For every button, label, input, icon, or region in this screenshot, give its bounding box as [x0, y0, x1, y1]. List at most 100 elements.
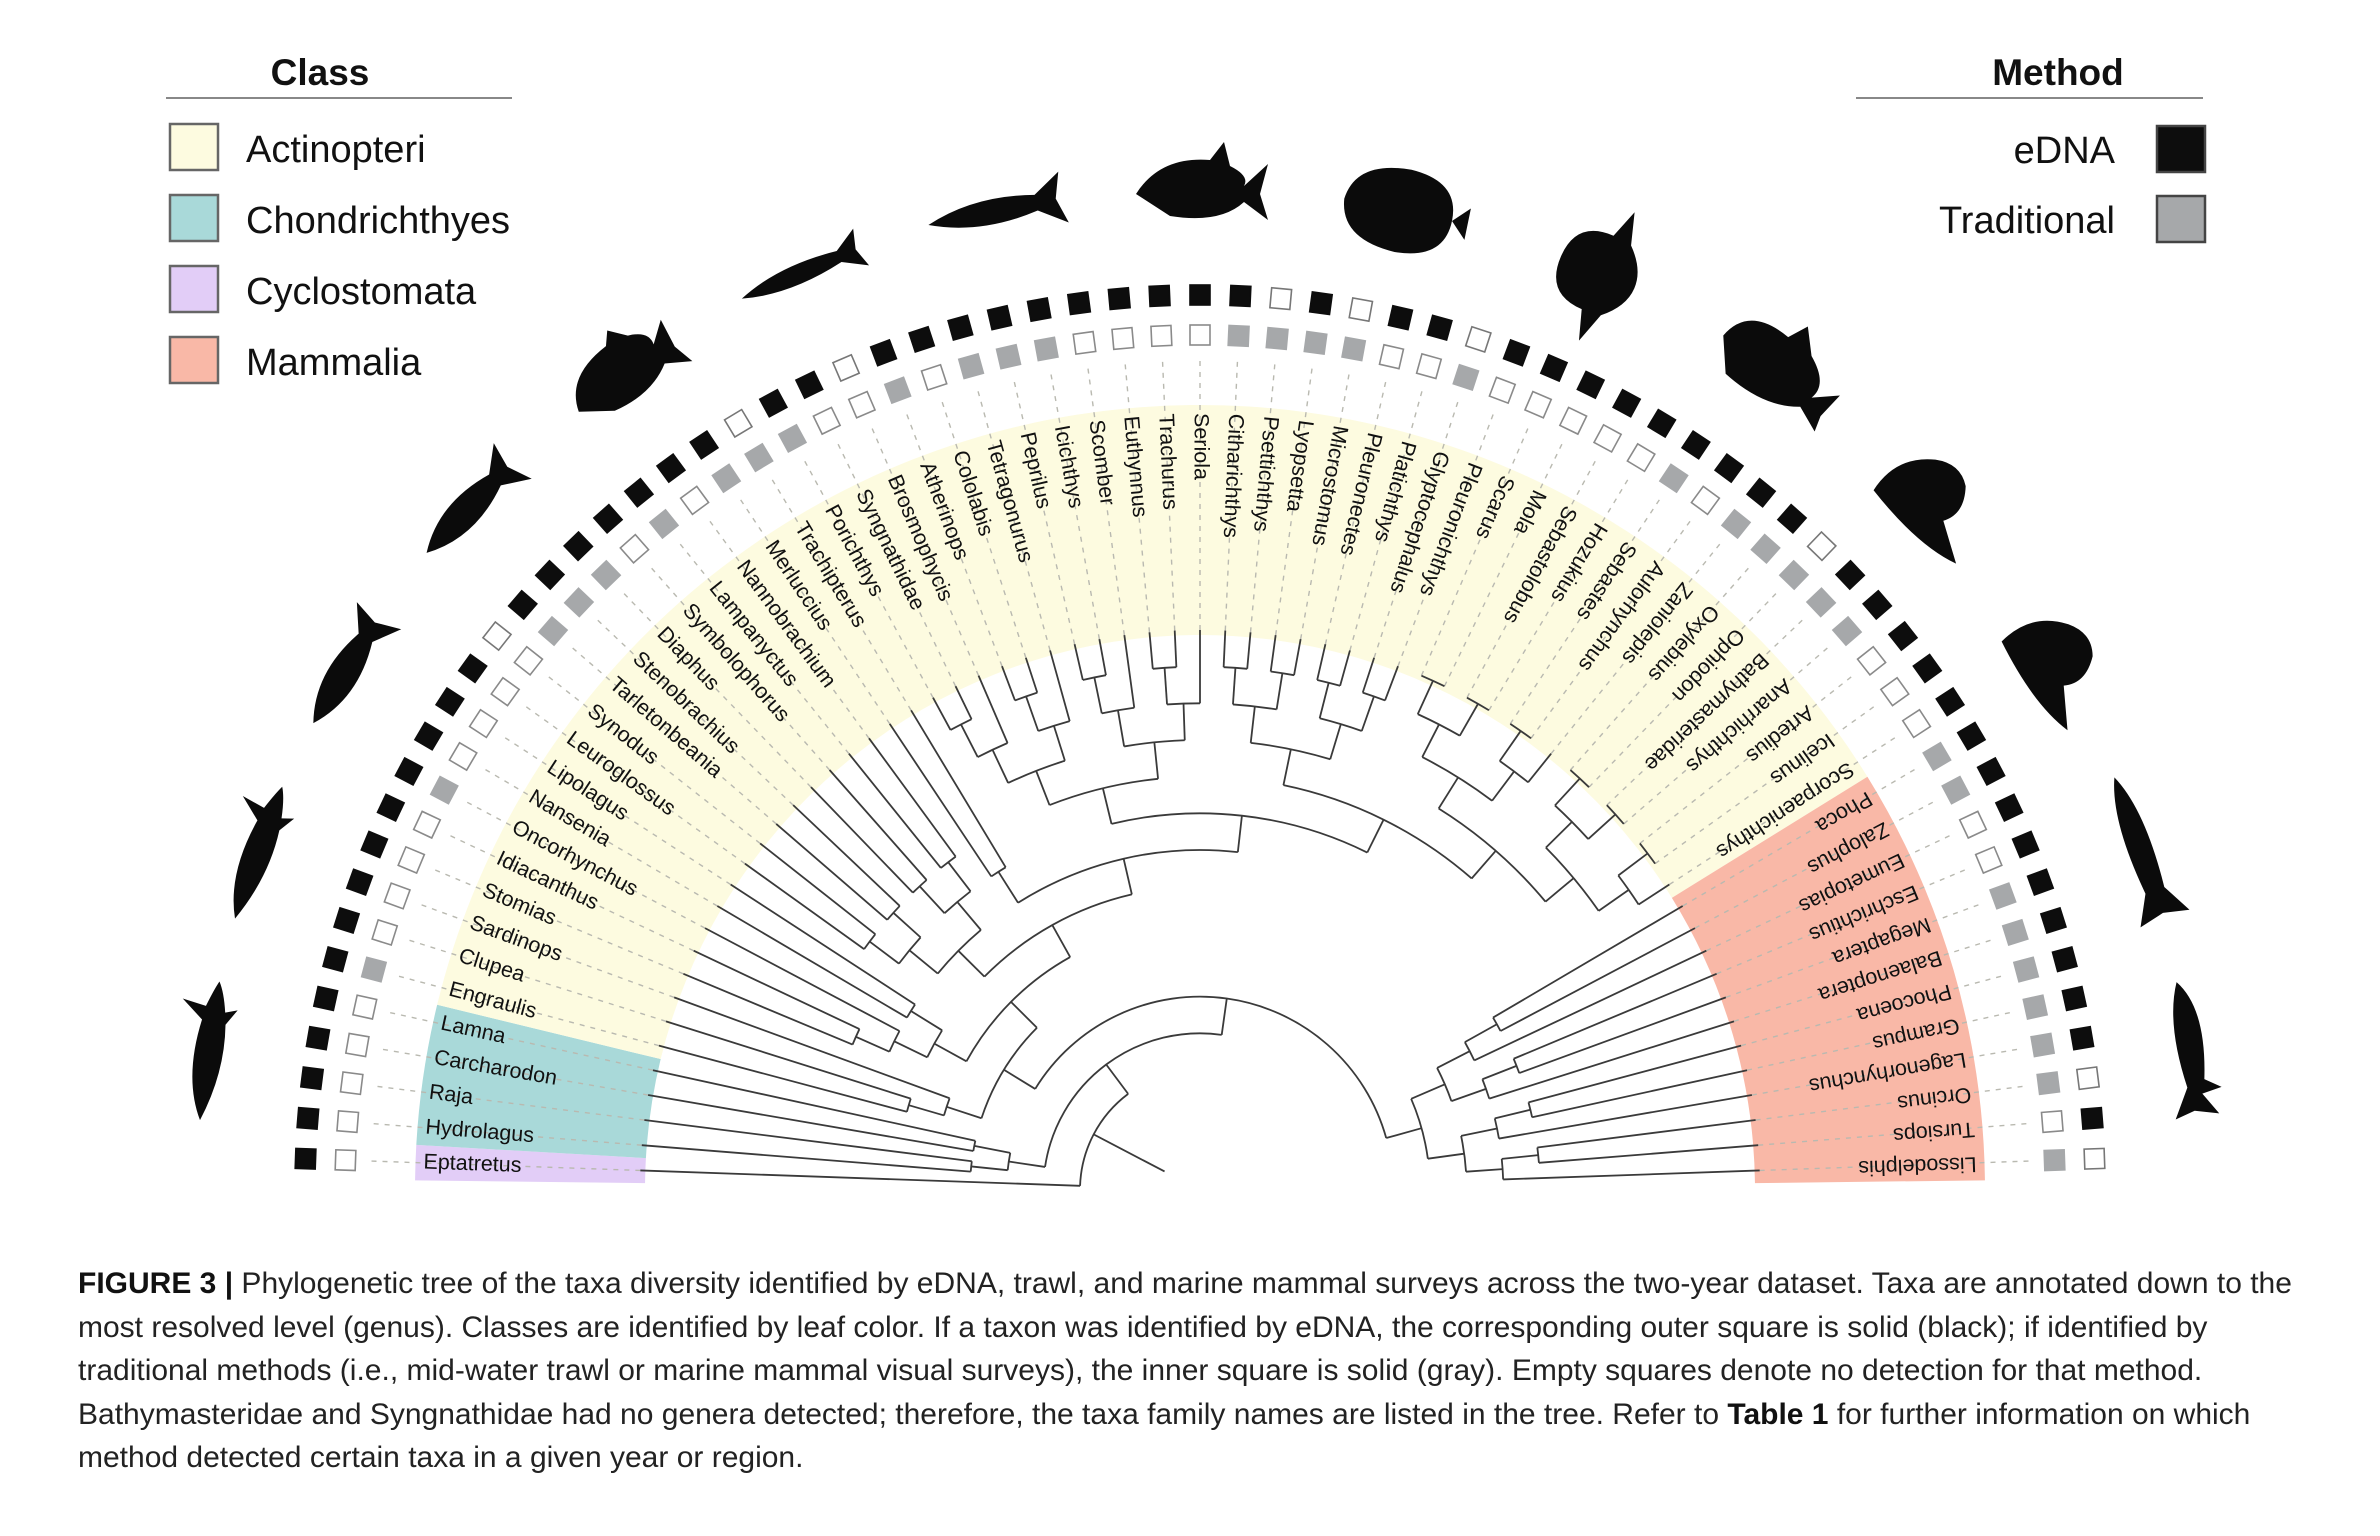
tree-branch [1494, 1108, 1531, 1120]
leaf-guide-line [1654, 705, 1875, 865]
tree-arc [1436, 1067, 1453, 1102]
edna-detection-square [1935, 686, 1966, 717]
edna-detection-square [1148, 284, 1171, 308]
taxon-label: Raja [428, 1080, 475, 1109]
leaf-guide-line [397, 975, 660, 1047]
traditional-detection-square [2022, 994, 2049, 1020]
leaf-guide-line [679, 542, 850, 755]
tree-branch [704, 927, 900, 1032]
phylogenetic-tree-figure: EptatretusHydrolagusRajaCarcharodonLamna… [166, 52, 2222, 1187]
leaf-guide-line [1569, 567, 1750, 771]
edna-detection-square [1646, 408, 1677, 439]
tree-branch [991, 749, 1009, 784]
leaf-guide-lines [370, 360, 2030, 1172]
tree-branch [1598, 889, 1630, 912]
edna-detection-square [1806, 530, 1837, 562]
edna-detection-square [1348, 297, 1374, 323]
tree-branch [1501, 1154, 1539, 1160]
traditional-detection-square [1805, 587, 1837, 618]
traditional-detection-square [2040, 1109, 2064, 1134]
traditional-detection-square [648, 508, 680, 540]
tree-branch [1275, 673, 1284, 710]
traditional-detection-square [957, 352, 985, 380]
tree-arc [1037, 720, 1070, 732]
traditional-detection-square [336, 1109, 360, 1134]
tree-arc [1606, 804, 1625, 825]
tree-branch [1459, 703, 1479, 737]
edna-detection-square [2061, 985, 2088, 1012]
leaf-guide-line [503, 736, 732, 886]
method-legend-title: Method [1992, 52, 2124, 93]
tree-branch [810, 786, 914, 894]
tree-branch [1492, 905, 1684, 1019]
leaf-guide-line [1050, 373, 1101, 640]
tree-branch [1001, 665, 1016, 701]
edna-detection-square [1026, 297, 1052, 323]
edna-detection-square [294, 1147, 317, 1170]
shark-silhouette-icon [233, 786, 295, 919]
leaf-guide-line [1274, 367, 1313, 636]
tree-arc [863, 933, 877, 950]
tree-branch [957, 950, 986, 978]
tree-arc [1079, 1093, 1129, 1186]
tree-branch [1249, 706, 1256, 743]
tree-branch [1491, 770, 1515, 802]
tree-branch [1451, 1088, 1487, 1102]
traditional-detection-square [847, 390, 877, 419]
edna-detection-square [1308, 291, 1334, 316]
tree-branch [1025, 696, 1040, 732]
traditional-detection-square [1488, 376, 1517, 405]
traditional-detection-square [1341, 336, 1367, 362]
edna-detection-square [1502, 338, 1531, 367]
taxon-label: Trachurus [1154, 413, 1182, 510]
leaf-guide-line [1466, 460, 1597, 699]
edna-detection-square [360, 830, 389, 859]
tree-branch [1173, 630, 1178, 668]
leaf-guide-line [1588, 592, 1778, 788]
method-legend-swatch [2155, 194, 2207, 244]
tree-arc [1362, 691, 1386, 702]
traditional-detection-square [513, 645, 544, 677]
class-legend-item: Mammalia [168, 335, 422, 385]
tree-branch [730, 883, 916, 1006]
leaf-guide-line [372, 1122, 642, 1146]
leaf-guide-line [420, 903, 675, 999]
leaf-guide-line [381, 1048, 649, 1096]
edna-detection-square [592, 503, 624, 535]
class-legend-swatch [168, 335, 220, 385]
method-legend: Method eDNA Traditional [1856, 52, 2207, 244]
tree-branch [673, 996, 950, 1100]
edna-detection-square [1834, 559, 1866, 591]
tree-branch [1498, 1094, 1753, 1140]
leaf-guide-line [1759, 1160, 2030, 1172]
tree-branch [1053, 725, 1066, 762]
sunfish-silhouette-icon [1556, 212, 1638, 341]
traditional-detection-square [1227, 324, 1250, 348]
caption-text-2: for further information on which method … [78, 1397, 2251, 1475]
tree-arc [1536, 1147, 1540, 1163]
tree-branch [1035, 770, 1051, 806]
tree-branch [1385, 1127, 1422, 1139]
method-legend-item: eDNA [2014, 124, 2207, 174]
class-legend-item: Actinopteri [168, 122, 426, 172]
shark-silhouette-icon [182, 981, 238, 1121]
traditional-detection-square [920, 363, 948, 392]
traditional-detection-square [1778, 559, 1810, 591]
tree-branch [1123, 635, 1136, 708]
leaf-guide-line [1087, 367, 1126, 636]
tree-branch [960, 724, 979, 758]
taxon-label: Seriola [1189, 413, 1213, 480]
leaf-guide-line [803, 460, 934, 699]
class-legend-swatch [168, 122, 220, 172]
leaf-guide-line [1751, 1048, 2019, 1096]
tree-branch [1329, 723, 1342, 760]
leaf-guide-line [1443, 442, 1563, 687]
traditional-detection-square [1033, 336, 1059, 362]
traditional-detection-square [1378, 343, 1405, 370]
edna-detection-square [1745, 477, 1777, 508]
detection-squares [294, 284, 2106, 1172]
phylogenetic-tree: EptatretusHydrolagusRajaCarcharodonLamna… [182, 142, 2222, 1187]
traditional-detection-square [344, 1032, 370, 1058]
leaf-guide-line [376, 1085, 645, 1121]
leaf-guide-line [1716, 868, 1966, 975]
